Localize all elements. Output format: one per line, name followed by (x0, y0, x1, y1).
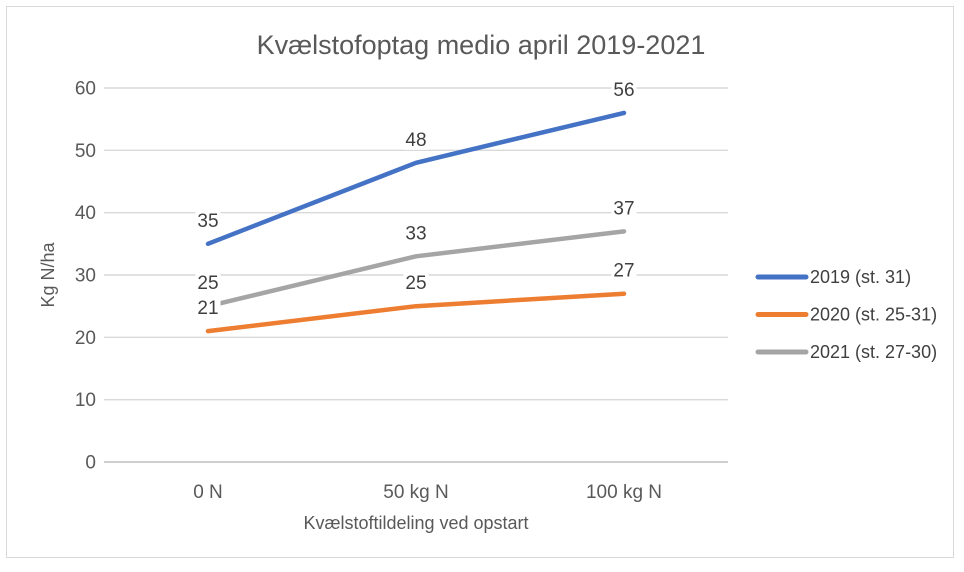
data-label-bg (403, 129, 429, 150)
x-tick-label: 100 kg N (586, 482, 662, 503)
data-label: 48 (405, 130, 426, 151)
data-label-bg (611, 79, 637, 100)
x-axis-title: Kvælstoftildeling ved opstart (303, 513, 528, 533)
y-tick-label: 10 (75, 390, 96, 411)
y-tick-label: 50 (75, 141, 96, 162)
data-label: 35 (197, 211, 218, 232)
legend-label: 2020 (st. 25-31) (810, 305, 937, 325)
data-label-bg (403, 223, 429, 244)
data-label: 27 (613, 261, 634, 282)
series-line (205, 110, 627, 247)
data-label-bg (195, 298, 221, 319)
data-label: 25 (405, 273, 426, 294)
chart-title: Kvælstofoptag medio april 2019-2021 (257, 30, 706, 60)
data-label: 33 (405, 223, 426, 244)
legend-label: 2021 (st. 27-30) (810, 342, 937, 362)
series-line (205, 229, 627, 309)
data-label-bg (611, 260, 637, 281)
x-tick-label: 50 kg N (383, 482, 448, 503)
y-tick-label: 40 (75, 203, 96, 224)
y-axis-title: Kg N/ha (38, 241, 58, 307)
data-label-bg (195, 210, 221, 231)
data-label: 37 (613, 198, 634, 219)
x-tick-label: 0 N (193, 482, 223, 503)
y-tick-label: 30 (75, 266, 96, 287)
data-label-bg (611, 198, 637, 219)
legend-label: 2019 (st. 31) (810, 267, 911, 287)
data-label: 25 (197, 273, 218, 294)
data-label-bg (403, 273, 429, 294)
data-label: 21 (197, 298, 218, 319)
data-label: 56 (613, 80, 634, 101)
y-tick-label: 20 (75, 328, 96, 349)
y-tick-label: 0 (85, 453, 96, 474)
y-tick-label: 60 (75, 79, 96, 100)
series-line (205, 291, 627, 334)
data-label-bg (195, 273, 221, 294)
